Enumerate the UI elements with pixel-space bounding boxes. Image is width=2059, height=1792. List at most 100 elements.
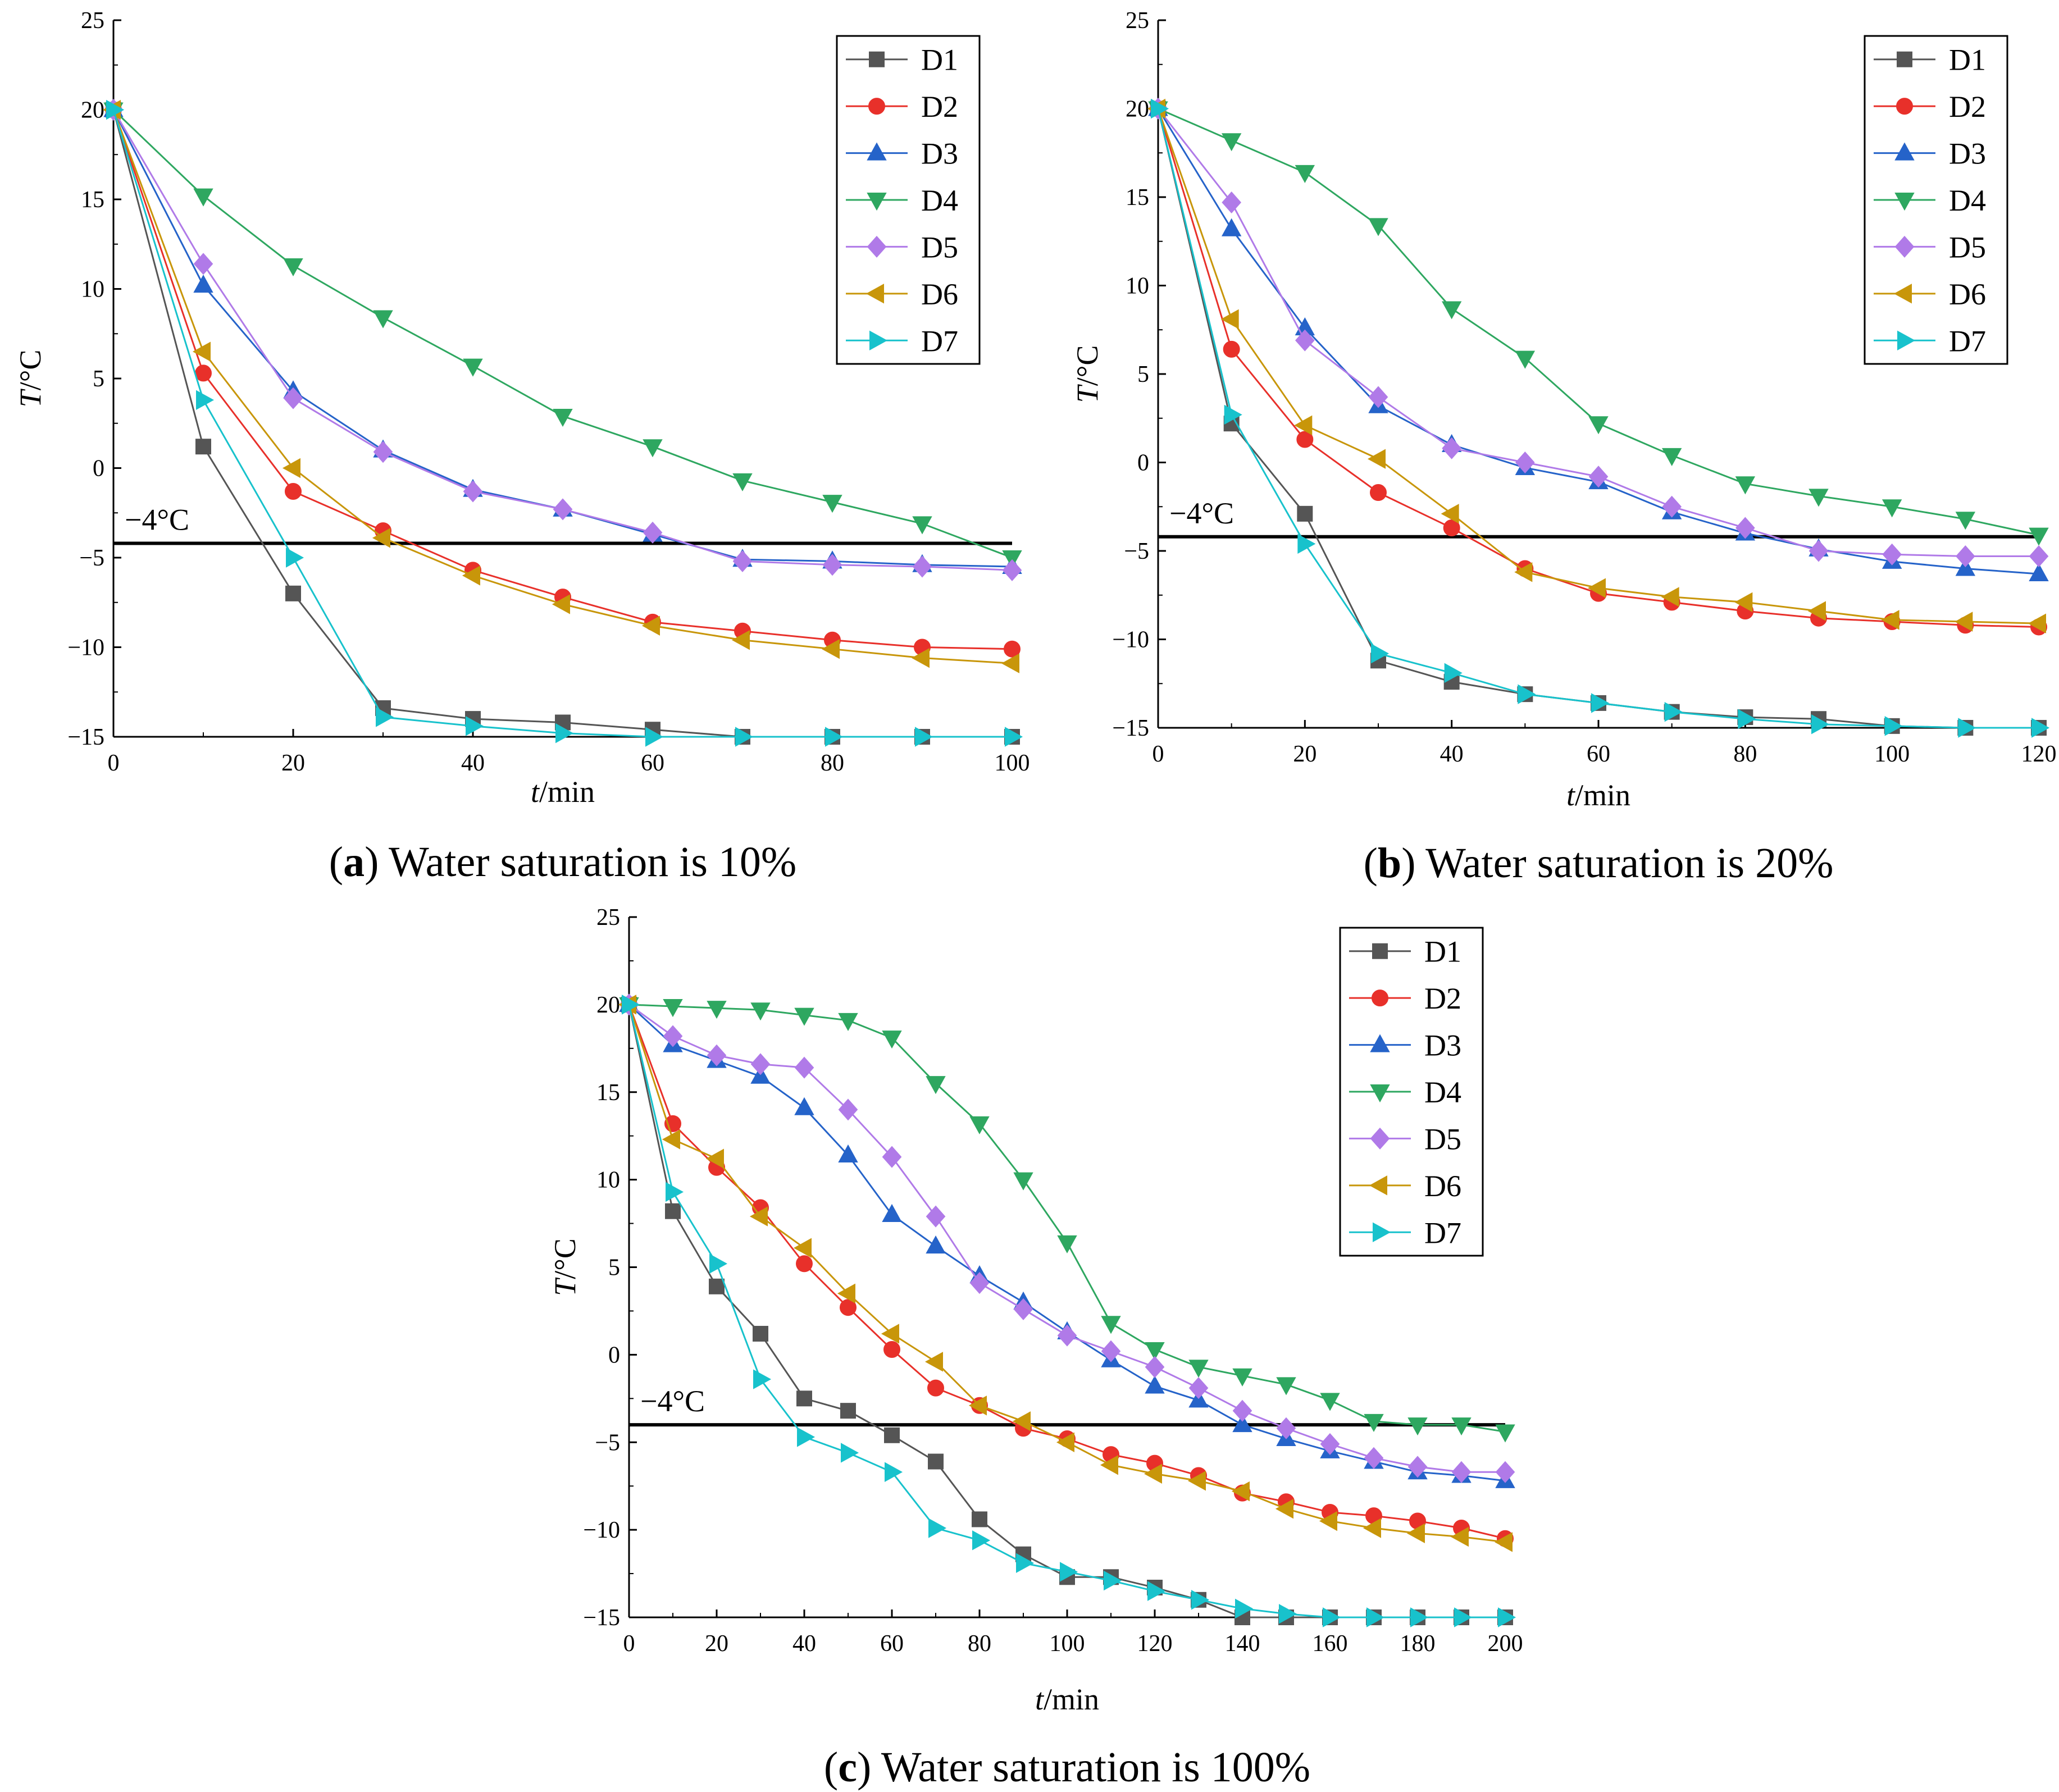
data-point-D7	[645, 727, 664, 747]
data-point-D5	[1101, 1340, 1121, 1362]
data-point-D6	[1661, 587, 1679, 607]
caption-open: (	[329, 838, 343, 886]
y-tick-label: 20	[81, 98, 104, 124]
legend-label-D5: D5	[921, 230, 958, 264]
data-point-D5	[1222, 191, 1242, 213]
data-point-D7	[666, 1182, 684, 1202]
data-point-D2	[796, 1255, 813, 1273]
data-point-D6	[821, 639, 840, 659]
data-point-D3	[1221, 218, 1242, 236]
data-point-D2	[840, 1299, 857, 1316]
legend-label-D2: D2	[1949, 90, 1986, 124]
legend-label-D7: D7	[1424, 1216, 1461, 1250]
y-tick-label: −15	[583, 1605, 620, 1631]
threshold-label: −4°C	[1169, 496, 1234, 530]
x-tick-label: 0	[623, 1631, 635, 1657]
data-point-D4	[1368, 218, 1388, 236]
data-point-D6	[881, 1324, 899, 1344]
data-point-D6	[1056, 1432, 1074, 1452]
data-point-D5	[838, 1098, 858, 1121]
series-D7	[106, 99, 1023, 747]
data-point-D2	[1296, 431, 1314, 448]
data-point-D4	[1013, 1172, 1033, 1191]
legend-marker-D5	[1894, 235, 1915, 258]
legend-label-D6: D6	[1949, 277, 1986, 311]
data-point-D3	[882, 1203, 902, 1222]
x-axis-title-symbol: t	[1566, 778, 1576, 812]
legend-label-D4: D4	[921, 184, 958, 217]
data-point-D5	[1882, 543, 1902, 566]
data-point-D7	[286, 548, 304, 568]
legend-label-D5: D5	[1424, 1122, 1461, 1156]
data-point-D5	[882, 1146, 902, 1168]
legend-marker-D1	[1897, 51, 1912, 67]
data-point-D7	[797, 1427, 816, 1447]
legend-label-D1: D1	[1949, 43, 1986, 77]
data-point-D4	[1588, 416, 1609, 435]
data-point-D7	[622, 995, 640, 1015]
legend-marker-D3	[1370, 1034, 1390, 1052]
y-tick-label: 5	[608, 1255, 620, 1281]
caption-text: Water saturation is 10%	[389, 838, 796, 886]
data-point-D4	[1276, 1377, 1296, 1396]
legend-marker-D4	[867, 193, 887, 211]
data-point-D1	[884, 1427, 900, 1443]
x-tick-label: 20	[281, 750, 305, 776]
y-tick-label: −10	[1112, 627, 1149, 653]
data-point-D2	[1443, 519, 1460, 537]
data-point-D7	[1664, 701, 1683, 722]
data-point-D6	[705, 1148, 724, 1169]
data-point-D3	[193, 275, 213, 293]
y-tick-label: 20	[1126, 97, 1149, 122]
data-point-D5	[1232, 1399, 1252, 1422]
x-axis-title-unit: /min	[1575, 778, 1630, 812]
data-point-D7	[1366, 1607, 1385, 1627]
data-point-D4	[663, 998, 683, 1018]
x-tick-label: 160	[1313, 1631, 1348, 1657]
data-point-D5	[1662, 495, 1682, 518]
data-point-D6	[793, 1238, 812, 1258]
data-point-D4	[1661, 448, 1682, 466]
data-point-D6	[968, 1396, 987, 1416]
y-axis-title-unit: /°C	[548, 1238, 582, 1279]
data-point-D6	[1001, 653, 1019, 673]
data-point-D2	[195, 364, 212, 382]
y-axis-title: T/°C	[548, 1238, 582, 1296]
data-point-D7	[1016, 1553, 1035, 1574]
data-point-D6	[552, 594, 570, 614]
data-point-D4	[1221, 133, 1242, 152]
data-point-D7	[1884, 716, 1903, 736]
data-point-D6	[1363, 1518, 1381, 1538]
data-point-D6	[1144, 1463, 1162, 1484]
x-tick-label: 80	[968, 1631, 991, 1657]
legend-label-D7: D7	[921, 324, 958, 358]
data-point-D1	[928, 1453, 944, 1470]
data-point-D3	[838, 1144, 858, 1162]
legend-marker-D2	[1372, 990, 1388, 1007]
data-point-D5	[1364, 1447, 1384, 1469]
data-point-D4	[794, 1007, 814, 1026]
data-point-D7	[928, 1518, 947, 1538]
x-tick-label: 180	[1400, 1631, 1436, 1657]
threshold-label: −4°C	[125, 503, 189, 536]
caption-open: (	[824, 1744, 838, 1791]
data-point-D7	[885, 1462, 903, 1482]
data-point-D7	[709, 1253, 728, 1274]
x-tick-label: 40	[461, 750, 485, 776]
data-point-D5	[1407, 1456, 1428, 1478]
data-point-D5	[1735, 517, 1755, 539]
y-tick-label: 25	[1126, 8, 1149, 34]
y-tick-label: 10	[1126, 273, 1149, 299]
data-point-D6	[1012, 1411, 1031, 1431]
x-axis-title-unit: /min	[539, 775, 595, 809]
data-point-D4	[969, 1116, 990, 1134]
data-point-D2	[1004, 640, 1021, 658]
data-point-D5	[1276, 1417, 1296, 1439]
data-point-D7	[1224, 404, 1242, 425]
x-tick-label: 100	[1874, 741, 1910, 767]
caption-letter: a	[343, 838, 365, 886]
panel-a-chart: −15 −10 −5 0 5 10 15 20 25 0 20 40 60 80 100 T/°C t/min −…	[13, 8, 1030, 886]
data-point-D1	[195, 439, 211, 455]
x-tick-label: 120	[2021, 741, 2057, 767]
y-tick-label: 0	[1137, 450, 1149, 476]
